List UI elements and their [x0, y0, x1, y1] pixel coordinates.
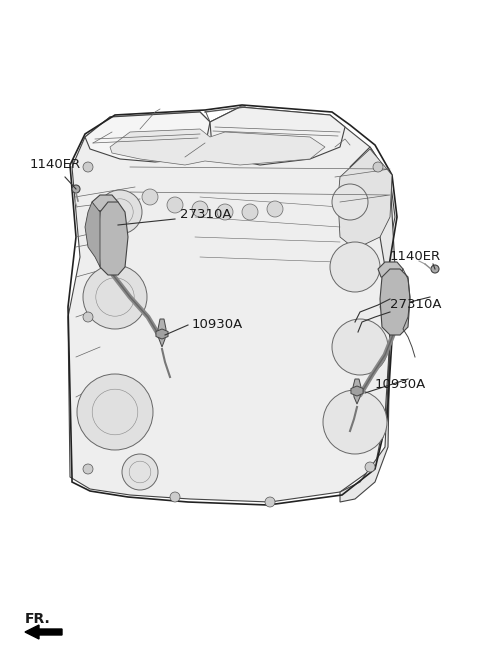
Polygon shape: [25, 625, 62, 639]
Circle shape: [170, 492, 180, 502]
Polygon shape: [92, 195, 118, 212]
Circle shape: [77, 374, 153, 450]
Text: 1140ER: 1140ER: [390, 250, 441, 263]
Circle shape: [83, 265, 147, 329]
Polygon shape: [340, 147, 395, 502]
Polygon shape: [110, 129, 325, 165]
Polygon shape: [68, 107, 395, 502]
Circle shape: [192, 201, 208, 217]
Polygon shape: [85, 112, 210, 162]
Text: 10930A: 10930A: [192, 319, 243, 332]
Text: 1140ER: 1140ER: [30, 158, 81, 171]
Polygon shape: [158, 319, 166, 347]
Text: 27310A: 27310A: [390, 298, 442, 311]
Polygon shape: [351, 386, 363, 396]
Circle shape: [330, 242, 380, 292]
Polygon shape: [210, 107, 345, 165]
Circle shape: [332, 319, 388, 375]
Circle shape: [323, 390, 387, 454]
Polygon shape: [338, 149, 392, 249]
Text: 27310A: 27310A: [180, 208, 231, 221]
Circle shape: [167, 197, 183, 213]
Circle shape: [98, 190, 142, 234]
Text: 10930A: 10930A: [375, 378, 426, 392]
Circle shape: [217, 204, 233, 220]
Polygon shape: [156, 329, 168, 339]
Circle shape: [365, 462, 375, 472]
Polygon shape: [378, 262, 403, 279]
Circle shape: [380, 302, 390, 312]
Circle shape: [72, 185, 80, 193]
Circle shape: [431, 265, 439, 273]
Polygon shape: [380, 269, 410, 335]
Circle shape: [83, 464, 93, 474]
Circle shape: [83, 162, 93, 172]
Circle shape: [267, 201, 283, 217]
Circle shape: [373, 162, 383, 172]
Circle shape: [122, 454, 158, 490]
Circle shape: [332, 184, 368, 220]
Polygon shape: [353, 379, 361, 404]
Text: FR.: FR.: [25, 612, 51, 626]
Circle shape: [242, 204, 258, 220]
Polygon shape: [98, 202, 128, 275]
Polygon shape: [85, 202, 100, 267]
Circle shape: [83, 312, 93, 322]
Circle shape: [265, 497, 275, 507]
Circle shape: [142, 189, 158, 205]
